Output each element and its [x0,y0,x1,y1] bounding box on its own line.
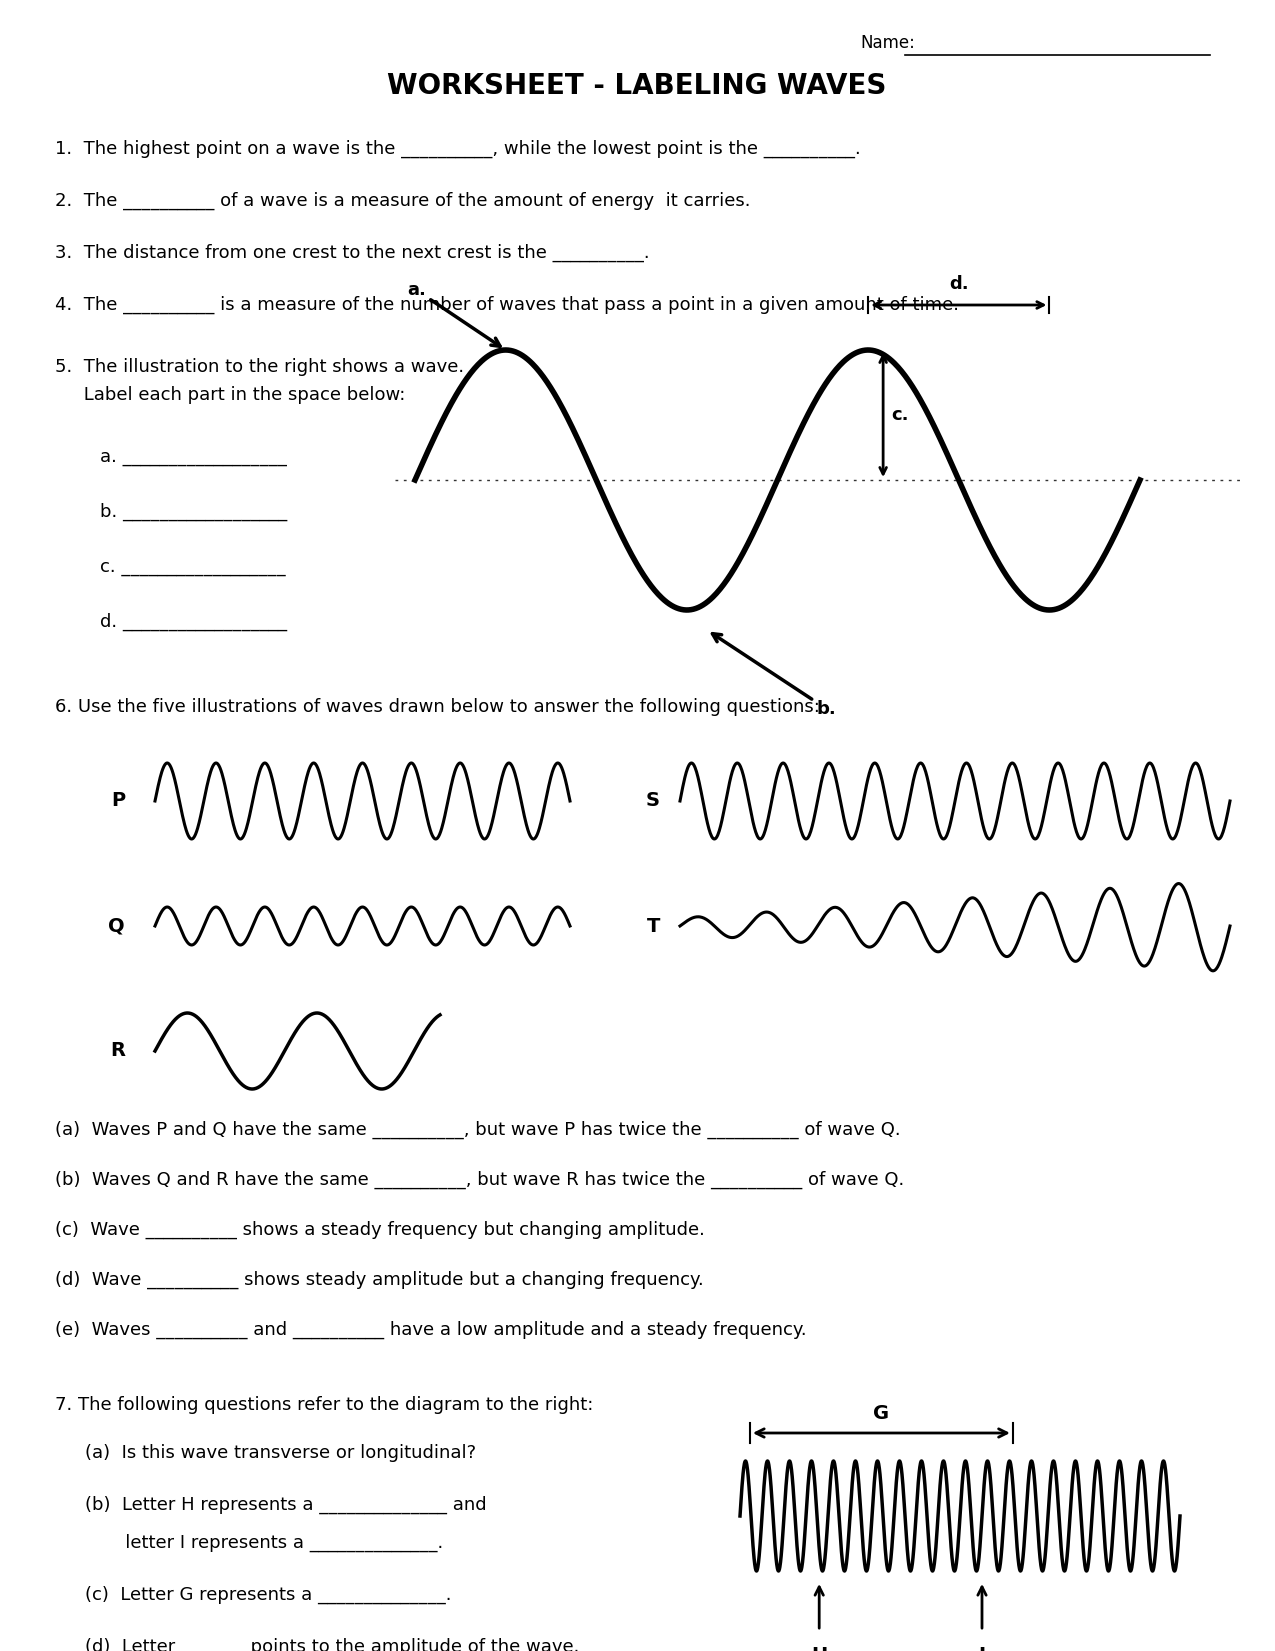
Text: WORKSHEET - LABELING WAVES: WORKSHEET - LABELING WAVES [388,73,886,101]
Text: T: T [646,916,660,936]
Text: (c)  Wave __________ shows a steady frequency but changing amplitude.: (c) Wave __________ shows a steady frequ… [55,1222,705,1240]
Text: 6. Use the five illustrations of waves drawn below to answer the following quest: 6. Use the five illustrations of waves d… [55,698,820,717]
Text: letter I represents a ______________.: letter I represents a ______________. [85,1534,444,1552]
Text: H: H [811,1646,827,1651]
Text: c. __________________: c. __________________ [99,558,286,576]
Text: 1.  The highest point on a wave is the __________, while the lowest point is the: 1. The highest point on a wave is the __… [55,140,861,158]
Text: 3.  The distance from one crest to the next crest is the __________.: 3. The distance from one crest to the ne… [55,244,650,263]
Text: G: G [873,1403,890,1423]
Text: a.: a. [407,281,500,347]
Text: (d)  Wave __________ shows steady amplitude but a changing frequency.: (d) Wave __________ shows steady amplitu… [55,1271,704,1289]
Text: R: R [110,1042,125,1060]
Text: P: P [111,791,125,811]
Text: (e)  Waves __________ and __________ have a low amplitude and a steady frequency: (e) Waves __________ and __________ have… [55,1321,807,1339]
Text: (a)  Waves P and Q have the same __________, but wave P has twice the __________: (a) Waves P and Q have the same ________… [55,1121,900,1139]
Text: (d)  Letter _______ points to the amplitude of the wave.: (d) Letter _______ points to the amplitu… [85,1638,579,1651]
Text: (a)  Is this wave transverse or longitudinal?: (a) Is this wave transverse or longitudi… [85,1445,476,1463]
Text: 4.  The __________ is a measure of the number of waves that pass a point in a gi: 4. The __________ is a measure of the nu… [55,296,959,314]
Text: Label each part in the space below:: Label each part in the space below: [55,386,405,404]
Text: S: S [646,791,660,811]
Text: (c)  Letter G represents a ______________.: (c) Letter G represents a ______________… [85,1587,451,1605]
Text: a. __________________: a. __________________ [99,447,287,466]
Text: Q: Q [108,916,125,936]
Text: b.: b. [713,634,836,718]
Text: b. __________________: b. __________________ [99,504,287,522]
Text: 7. The following questions refer to the diagram to the right:: 7. The following questions refer to the … [55,1397,593,1413]
Text: Name:: Name: [861,35,915,51]
Text: d. __________________: d. __________________ [99,613,287,631]
Text: d.: d. [949,276,969,292]
Text: (b)  Letter H represents a ______________ and: (b) Letter H represents a ______________… [85,1496,487,1514]
Text: c.: c. [891,406,909,424]
Text: 2.  The __________ of a wave is a measure of the amount of energy  it carries.: 2. The __________ of a wave is a measure… [55,192,751,210]
Text: (b)  Waves Q and R have the same __________, but wave R has twice the __________: (b) Waves Q and R have the same ________… [55,1171,904,1189]
Text: I: I [978,1646,986,1651]
Text: 5.  The illustration to the right shows a wave.: 5. The illustration to the right shows a… [55,358,464,376]
